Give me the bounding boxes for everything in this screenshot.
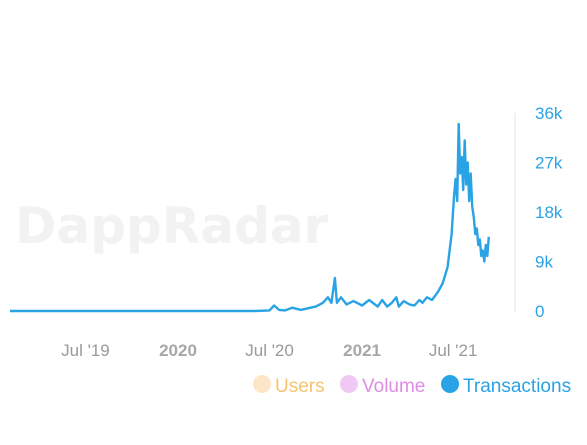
legend: Users Volume Transactions: [253, 375, 571, 397]
y-tick-label: 27k: [535, 154, 563, 173]
x-tick-label: Jul '20: [245, 341, 294, 360]
legend-marker-transactions: [441, 375, 459, 393]
legend-label-volume: Volume: [362, 376, 425, 397]
legend-label-users: Users: [275, 376, 325, 397]
x-tick-label: Jul '19: [61, 341, 110, 360]
legend-marker-volume: [340, 375, 358, 393]
y-tick-label: 0: [535, 302, 544, 321]
legend-item-users[interactable]: Users: [253, 375, 325, 397]
legend-item-volume[interactable]: Volume: [340, 375, 425, 397]
y-tick-label: 18k: [535, 203, 563, 222]
legend-marker-users: [253, 375, 271, 393]
dappradar-watermark: DappRadar: [15, 197, 329, 255]
x-tick-label: 2021: [343, 341, 381, 360]
y-tick-label: 36k: [535, 104, 563, 123]
x-tick-label: Jul '21: [429, 341, 478, 360]
legend-item-transactions[interactable]: Transactions: [441, 375, 571, 397]
series-line-transactions[interactable]: [10, 122, 490, 313]
x-tick-label: 2020: [159, 341, 197, 360]
y-tick-label: 9k: [535, 253, 553, 272]
y-axis-ticks: 0 9k 18k 27k 36k: [535, 104, 563, 321]
legend-label-transactions: Transactions: [463, 376, 571, 397]
x-axis-ticks: Jul '19 2020 Jul '20 2021 Jul '21: [61, 341, 477, 360]
